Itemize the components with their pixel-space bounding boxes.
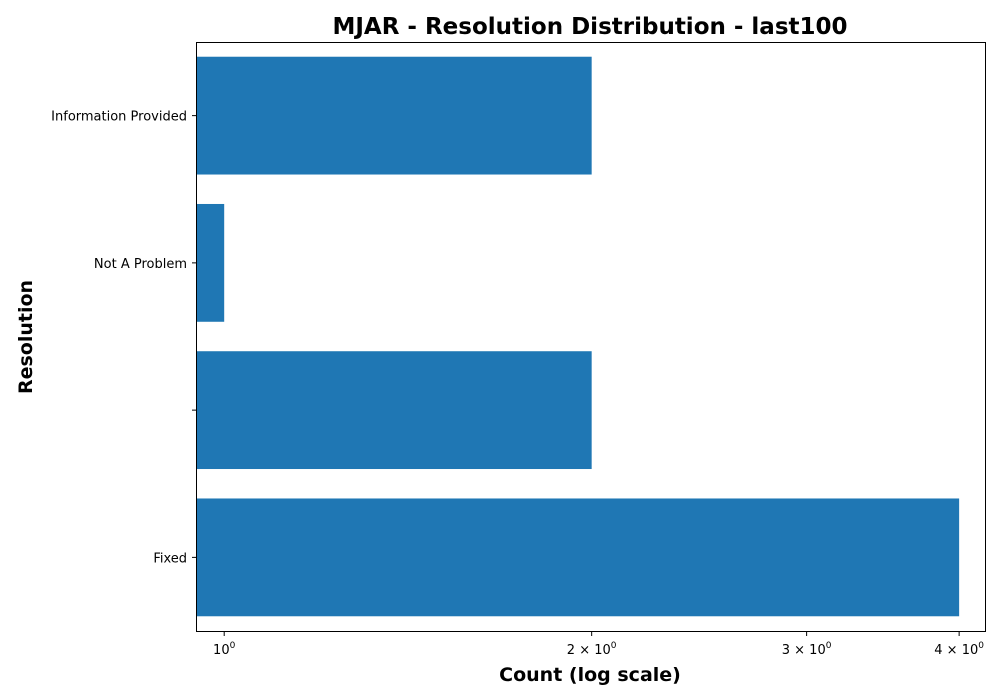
y-tick-label: Fixed — [153, 551, 187, 566]
chart-title: MJAR - Resolution Distribution - last100 — [332, 14, 847, 40]
y-tick-label: Information Provided — [51, 110, 187, 125]
y-axis-label: Resolution — [15, 280, 37, 394]
bar-information-provided — [197, 56, 592, 175]
bars-group — [197, 56, 960, 617]
y-axis: Fixed Not A Problem Information Provided — [51, 110, 197, 566]
y-tick-label: Not A Problem — [94, 257, 187, 272]
bar-unlabeled — [197, 351, 592, 470]
x-tick-label: 100 — [213, 641, 236, 658]
x-axis-label: Count (log scale) — [499, 664, 681, 686]
plot-frame — [196, 42, 986, 632]
bar-not-a-problem — [197, 203, 225, 322]
bar-fixed — [197, 498, 960, 617]
x-tick-label: 3 × 100 — [782, 641, 832, 658]
x-tick-label: 4 × 100 — [934, 641, 984, 658]
x-tick-label: 2 × 100 — [567, 641, 617, 658]
x-axis: 100 2 × 100 3 × 100 4 × 100 — [213, 631, 984, 658]
